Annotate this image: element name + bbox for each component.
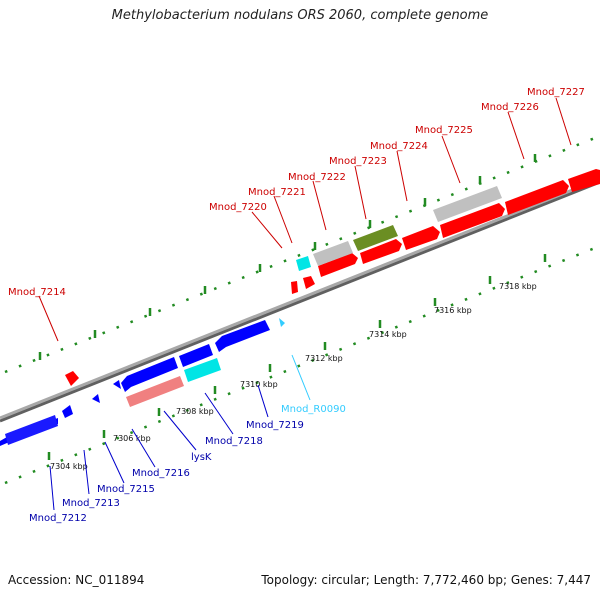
gene-arrow-mnod-7221 bbox=[318, 253, 358, 277]
gene-label: Mnod_7227 bbox=[527, 87, 585, 98]
minus-strand-genes bbox=[0, 318, 285, 446]
gene-label: Mnod_7218 bbox=[205, 436, 263, 447]
scale-label: 7310 kbp bbox=[240, 380, 278, 389]
scale-label: 7306 kbp bbox=[113, 434, 151, 443]
tick-track-inner bbox=[4, 244, 600, 485]
gene-label: Mnod_7219 bbox=[246, 420, 304, 431]
gene-label: lysK bbox=[191, 452, 212, 463]
gene-arrow-mnod-7212-body bbox=[5, 415, 58, 445]
gene-label: Mnod_7212 bbox=[29, 513, 87, 524]
gene-arrow-mnod-7223 bbox=[353, 225, 398, 251]
scale-label: 7314 kbp bbox=[369, 330, 407, 339]
scale-label: 7318 kbp bbox=[499, 282, 537, 291]
major-ticks-outer bbox=[38, 154, 537, 360]
top-gene-labels: Mnod_7214 Mnod_7220 Mnod_7221 Mnod_7222 … bbox=[8, 87, 585, 298]
gene-arrow-mnod-7222 bbox=[313, 241, 353, 266]
label-leaders bbox=[38, 97, 572, 511]
map-title: Methylobacterium nodulans ORS 2060, comp… bbox=[111, 8, 489, 23]
gene-arrow-lysk bbox=[121, 357, 178, 392]
gene-label: Mnod_7223 bbox=[329, 156, 387, 167]
genome-backbone bbox=[0, 177, 600, 420]
gene-arrow-mnod-7225-gray bbox=[433, 186, 502, 222]
scale-labels: 7304 kbp 7306 kbp 7308 kbp 7310 kbp 7312… bbox=[50, 282, 537, 471]
topology-text: Topology: circular; Length: 7,772,460 bp… bbox=[261, 573, 591, 587]
plus-strand-genes bbox=[65, 169, 600, 386]
gene-arrow-mnod-7224 bbox=[402, 226, 440, 250]
gene-label: Mnod_7214 bbox=[8, 287, 66, 298]
gene-arrow-mnod-7225 bbox=[440, 203, 505, 238]
gene-arrow-mnod-7219 bbox=[215, 320, 270, 352]
gene-arrow-mnod-r0090 bbox=[279, 318, 285, 327]
gene-label: Mnod_7221 bbox=[248, 187, 306, 198]
scale-label: 7304 kbp bbox=[50, 462, 88, 471]
gene-label: Mnod_7224 bbox=[370, 141, 428, 152]
gene-arrow-mnod-7215 bbox=[92, 394, 100, 403]
gene-label: Mnod_7225 bbox=[415, 125, 473, 136]
scale-label: 7316 kbp bbox=[434, 306, 472, 315]
accession-text: Accession: NC_011894 bbox=[8, 573, 145, 587]
gene-label: Mnod_7215 bbox=[97, 484, 155, 495]
gene-arrow-mnod-7218 bbox=[179, 344, 213, 367]
bottom-gene-labels: Mnod_7212 Mnod_7213 Mnod_7215 Mnod_7216 … bbox=[29, 404, 346, 524]
gene-arrow-mnod-7214 bbox=[65, 371, 79, 386]
gene-arrow-mnod-7213 bbox=[62, 405, 73, 418]
genome-backbone-shadow bbox=[0, 180, 600, 423]
gene-arrow-pink bbox=[126, 376, 184, 407]
gene-label: Mnod_R0090 bbox=[281, 404, 346, 415]
gene-arrow-mnod-7220b bbox=[303, 276, 315, 289]
gene-arrow-mnod-7220 bbox=[291, 281, 298, 294]
gene-arrow-mnod-7227 bbox=[568, 169, 600, 192]
scale-label: 7312 kbp bbox=[305, 354, 343, 363]
gene-label: Mnod_7213 bbox=[62, 498, 120, 509]
gene-label: Mnod_7222 bbox=[288, 172, 346, 183]
scale-label: 7308 kbp bbox=[176, 407, 214, 416]
gene-arrow-cyan-lower bbox=[184, 358, 221, 382]
tick-track-outer bbox=[4, 134, 600, 374]
major-ticks bbox=[47, 254, 547, 460]
gene-arrow-mnod-7216 bbox=[113, 380, 121, 389]
gene-label: Mnod_7216 bbox=[132, 468, 190, 479]
gene-label: Mnod_7226 bbox=[481, 102, 539, 113]
gene-arrow-mnod-7226 bbox=[505, 180, 569, 215]
gene-arrow-cyan-upper bbox=[296, 256, 311, 271]
gene-arrow-mnod-7223b bbox=[360, 239, 402, 264]
gene-label: Mnod_7220 bbox=[209, 202, 267, 213]
